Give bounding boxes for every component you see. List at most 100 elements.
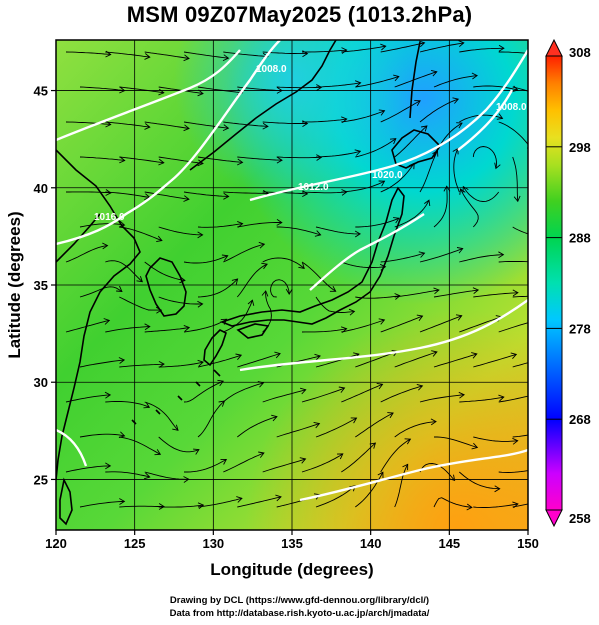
streamline xyxy=(197,497,243,508)
colorbar-lower-arrow xyxy=(545,509,563,528)
streamline xyxy=(380,42,425,53)
streamline-arrowhead xyxy=(458,391,465,399)
streamline xyxy=(453,148,460,193)
streamline xyxy=(144,471,189,480)
x-tick-label: 135 xyxy=(281,536,303,551)
streamline xyxy=(355,412,394,438)
streamline-arrowhead xyxy=(510,352,518,360)
streamline xyxy=(119,505,165,508)
streamline xyxy=(473,436,518,442)
streamline-arrowhead xyxy=(299,387,307,395)
streamline xyxy=(459,47,504,53)
streamline-arrowhead xyxy=(376,382,384,390)
streamline xyxy=(512,156,519,202)
y-axis-title: Latitude (degrees) xyxy=(5,211,24,358)
colorbar: 258 268 278 288 298 308 xyxy=(545,38,591,528)
streamline xyxy=(237,156,283,161)
streamline-arrowhead xyxy=(537,391,543,397)
streamline-arrowhead xyxy=(416,314,424,321)
streamline-arrowhead xyxy=(458,40,465,47)
streamline xyxy=(119,363,165,368)
credit-drawing: Drawing by DCL (https://www.gfd-dennou.o… xyxy=(169,595,430,606)
streamline-arrowhead xyxy=(496,113,504,120)
streamline xyxy=(65,245,108,263)
streamline xyxy=(394,199,430,228)
streamline xyxy=(315,82,361,88)
streamline xyxy=(105,401,150,408)
streamline-arrowhead xyxy=(430,418,437,426)
streamline-arrowhead xyxy=(258,451,265,458)
streamline xyxy=(65,394,111,403)
streamline-arrowhead xyxy=(498,251,505,259)
streamline-arrowhead xyxy=(237,220,244,228)
x-tick-label: 140 xyxy=(360,536,382,551)
streamline xyxy=(105,191,150,198)
streamline xyxy=(158,436,200,453)
streamline-arrowhead xyxy=(472,287,480,294)
streamline-arrowhead xyxy=(103,318,111,325)
streamline-arrowhead xyxy=(448,474,456,482)
streamline xyxy=(473,353,517,368)
streamline xyxy=(144,121,190,129)
streamline xyxy=(302,49,347,53)
streamline-arrowhead xyxy=(222,54,230,62)
streamline xyxy=(237,353,281,368)
streamline xyxy=(301,191,347,194)
streamline xyxy=(276,156,322,159)
streamline-arrowhead xyxy=(197,231,204,239)
streamline-arrowhead xyxy=(276,219,283,226)
streamline-arrowhead xyxy=(271,414,278,422)
streamline xyxy=(394,421,437,438)
streamline xyxy=(419,394,465,403)
streamline-arrowhead xyxy=(380,43,387,51)
streamline xyxy=(512,226,528,235)
streamline-arrowhead xyxy=(116,285,123,293)
streamline xyxy=(473,503,518,508)
streamline-arrowhead xyxy=(513,195,521,203)
y-tick-label: 40 xyxy=(34,181,48,196)
streamline-arrowhead xyxy=(455,314,463,321)
streamline xyxy=(262,191,308,195)
streamline-arrowhead xyxy=(414,100,421,107)
streamline xyxy=(433,497,472,508)
streamline xyxy=(301,261,336,292)
map-title: MSM 09Z07May2025 (1013.2hPa) xyxy=(126,2,473,27)
streamline xyxy=(380,315,423,333)
streamline xyxy=(462,186,500,202)
streamline-arrowhead xyxy=(452,97,460,104)
streamline-arrowhead xyxy=(298,262,305,269)
x-tick-label: 145 xyxy=(438,536,460,551)
streamline-arrowhead xyxy=(276,87,283,94)
streamline xyxy=(223,191,269,194)
streamline xyxy=(459,471,500,490)
streamline xyxy=(262,121,308,124)
streamline-arrowhead xyxy=(377,471,384,479)
streamline xyxy=(301,328,347,333)
streamline xyxy=(223,382,264,403)
colorbar-tick-label: 288 xyxy=(569,231,591,246)
streamline-arrowhead xyxy=(247,299,255,306)
streamline-arrowhead xyxy=(538,52,543,58)
streamline xyxy=(223,51,268,57)
streamline-arrowhead xyxy=(158,503,165,510)
streamline-arrowhead xyxy=(102,242,109,250)
streamline-arrowhead xyxy=(222,124,230,132)
streamline-arrowhead xyxy=(354,230,361,238)
x-tick-label: 120 xyxy=(45,536,67,551)
streamline-arrowhead xyxy=(220,458,228,465)
streamline xyxy=(197,400,225,438)
streamline xyxy=(472,146,497,169)
streamline-arrowhead xyxy=(257,380,265,388)
streamline-arrowhead xyxy=(402,463,409,471)
streamline-arrowhead xyxy=(433,287,440,295)
streamline xyxy=(223,243,265,263)
streamline xyxy=(380,100,421,123)
streamline xyxy=(459,316,502,333)
streamline xyxy=(79,223,125,228)
streamline xyxy=(79,433,125,438)
streamline-arrowhead xyxy=(144,123,151,130)
streamline-arrowhead xyxy=(183,476,190,483)
colorbar-tick-label: 278 xyxy=(569,321,591,336)
streamline xyxy=(315,150,361,158)
streamline-arrowhead xyxy=(459,188,466,195)
